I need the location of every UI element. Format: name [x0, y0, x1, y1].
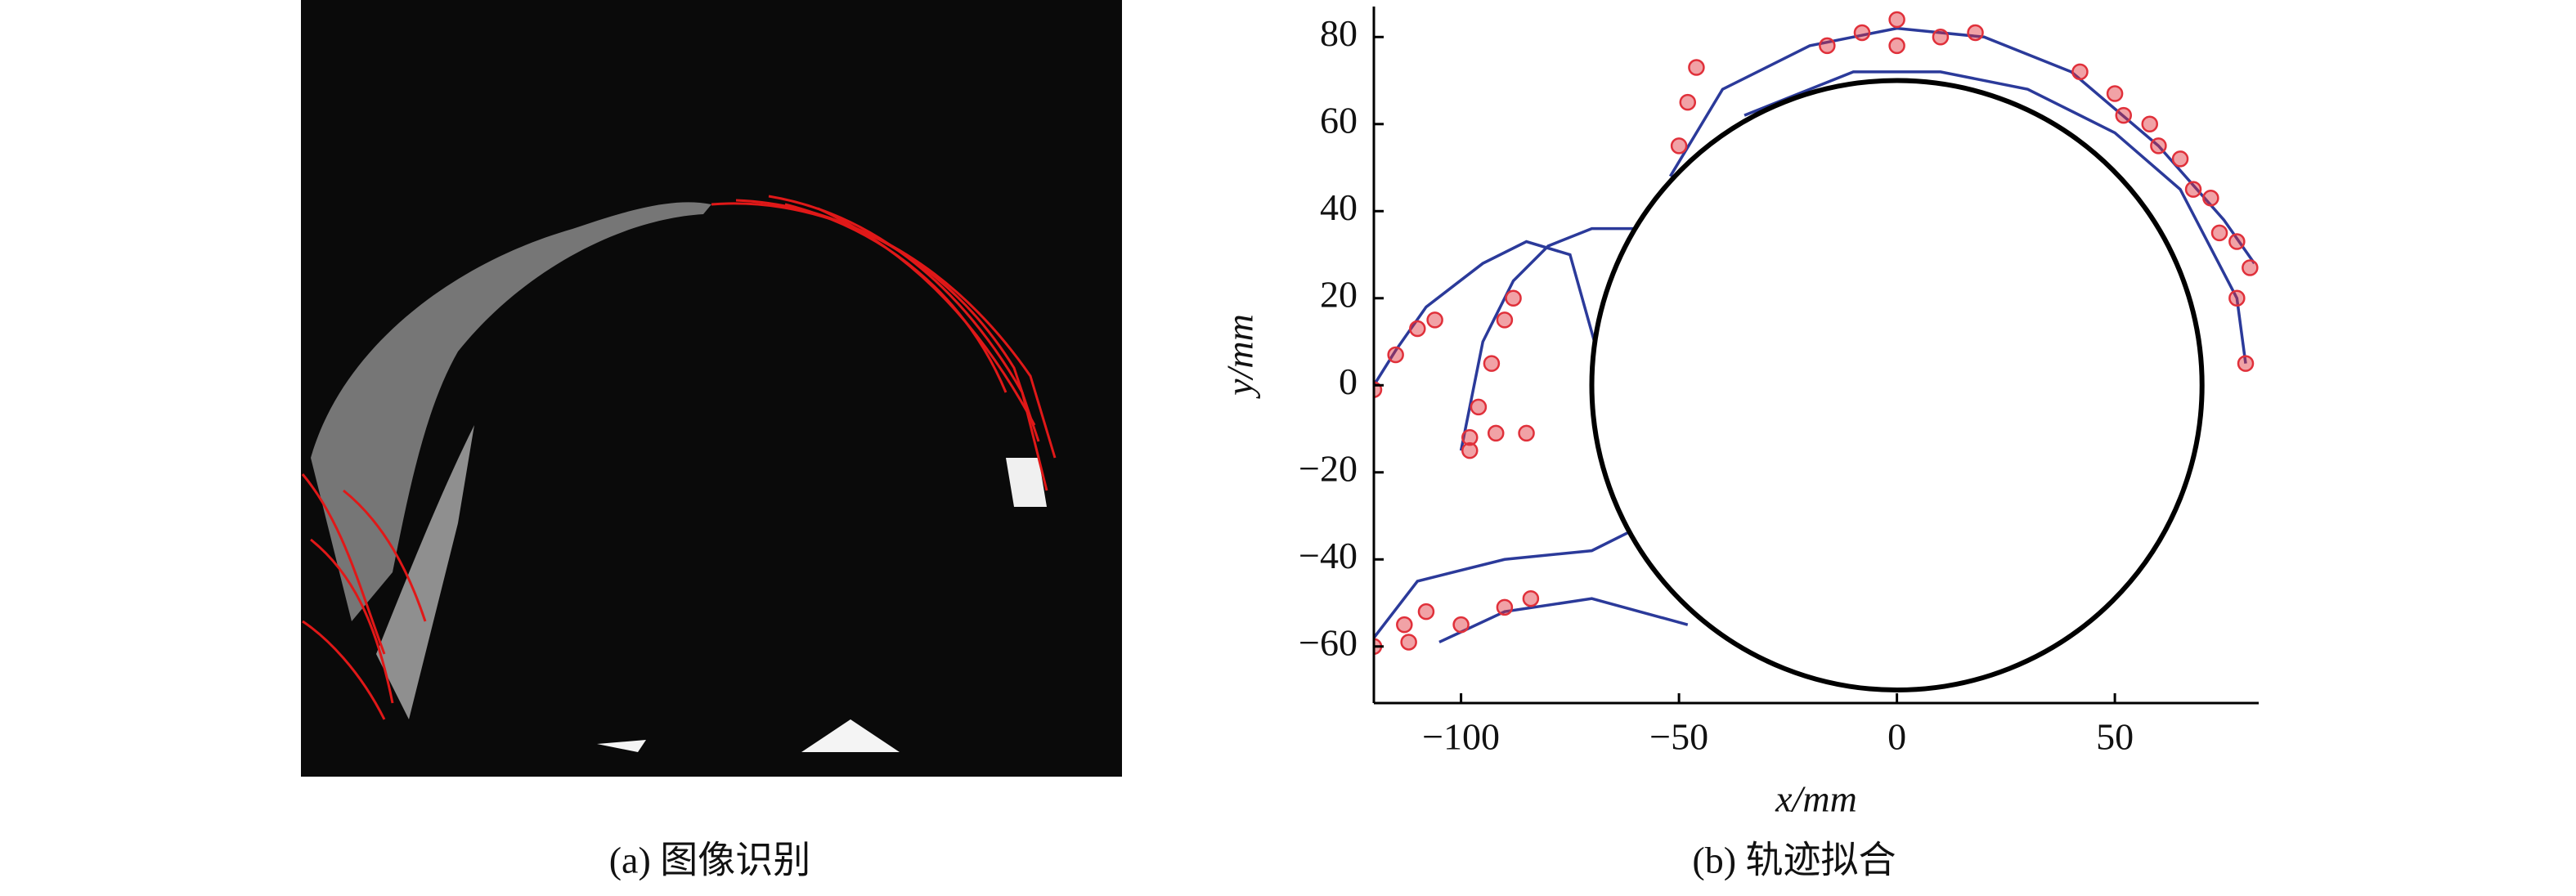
tracked-point [1670, 137, 1688, 155]
y-axis-label: y/mm [1219, 314, 1261, 399]
recognition-image [301, 0, 1122, 777]
bright-region [597, 719, 900, 752]
x-tick-label: 50 [2096, 716, 2134, 758]
track [343, 489, 427, 622]
trajectory-chart: −100 −50 0 50 −60 −40 −20 0 20 40 60 80 x/mm y/mm (b) … [1219, 7, 2259, 881]
tracked-point [1888, 37, 1905, 55]
tracked-point [1487, 424, 1505, 442]
detected-tracks [301, 195, 1057, 720]
y-tick-label: 80 [1320, 12, 1358, 54]
tracked-point [2141, 115, 2158, 133]
tracked-point [1400, 634, 1417, 651]
tracked-point [1679, 93, 1697, 111]
tracked-point [1496, 598, 1514, 616]
chart-caption: (b) 轨迹拟合 [1692, 840, 1896, 881]
y-tick-label: −20 [1299, 447, 1358, 489]
x-tick-label: −100 [1422, 716, 1500, 758]
fitted-trajectory [1374, 240, 1602, 387]
tracked-point [1496, 311, 1514, 329]
tracked-point [1387, 346, 1404, 364]
track [310, 538, 394, 704]
fitted-trajectory [1744, 70, 2247, 364]
tracked-point [1461, 441, 1479, 459]
bright-region [376, 425, 474, 719]
y-tick-label: 0 [1339, 361, 1358, 402]
fitted-trajectory [1668, 26, 2256, 265]
tracked-point [2150, 137, 2167, 155]
tracked-point [2228, 233, 2246, 250]
y-tick-label: −40 [1299, 535, 1358, 576]
tracked-point [2071, 63, 2089, 81]
tracked-point [1470, 398, 1488, 416]
tracked-point [2171, 150, 2189, 168]
track [301, 473, 386, 655]
tracked-point [2115, 106, 2133, 124]
tracked-point [2106, 85, 2124, 102]
bright-region [1006, 458, 1047, 507]
tracked-point [2210, 224, 2228, 242]
y-tick-label: 60 [1320, 99, 1358, 141]
fitted-trajectory [1459, 226, 1636, 451]
tracked-point [1396, 616, 1413, 634]
plot-area [1374, 11, 2259, 693]
track [768, 195, 1048, 491]
tracked-point [1819, 37, 1836, 55]
tracked-point [1461, 428, 1479, 446]
tracked-point [2202, 190, 2219, 207]
tracked-point [1888, 11, 1905, 29]
image-caption: (a) 图像识别 [609, 840, 811, 881]
x-axis-label: x/mm [1775, 778, 1857, 820]
tracked-point [2228, 289, 2246, 307]
tracked-point [1409, 320, 1426, 338]
y-tick-label: 40 [1320, 186, 1358, 228]
tracked-point [1426, 311, 1443, 329]
tracked-point [1932, 29, 1950, 46]
track [302, 620, 386, 720]
tracked-point [2242, 259, 2259, 276]
fitted-trajectory [1374, 523, 1645, 639]
x-tick-label: −50 [1649, 716, 1708, 758]
tracked-point [1853, 24, 1871, 42]
tracked-point [1452, 616, 1470, 634]
bright-region [311, 202, 711, 621]
tracked-point [1518, 424, 1535, 442]
tracked-point [1505, 289, 1522, 307]
fitted-trajectory [1438, 597, 1689, 644]
tracked-point [2184, 181, 2202, 198]
tracked-point [1483, 355, 1501, 372]
circle-body [1589, 78, 2205, 693]
tracked-point [1688, 59, 1705, 76]
tracked-point [2237, 355, 2255, 372]
tracked-point [1522, 589, 1540, 607]
y-tick-label: 20 [1320, 273, 1358, 315]
track [817, 207, 1036, 426]
tracked-point [1417, 603, 1435, 620]
tracked-point [1967, 24, 1984, 42]
y-tick-label: −60 [1299, 621, 1358, 663]
x-tick-label: 0 [1887, 716, 1906, 758]
